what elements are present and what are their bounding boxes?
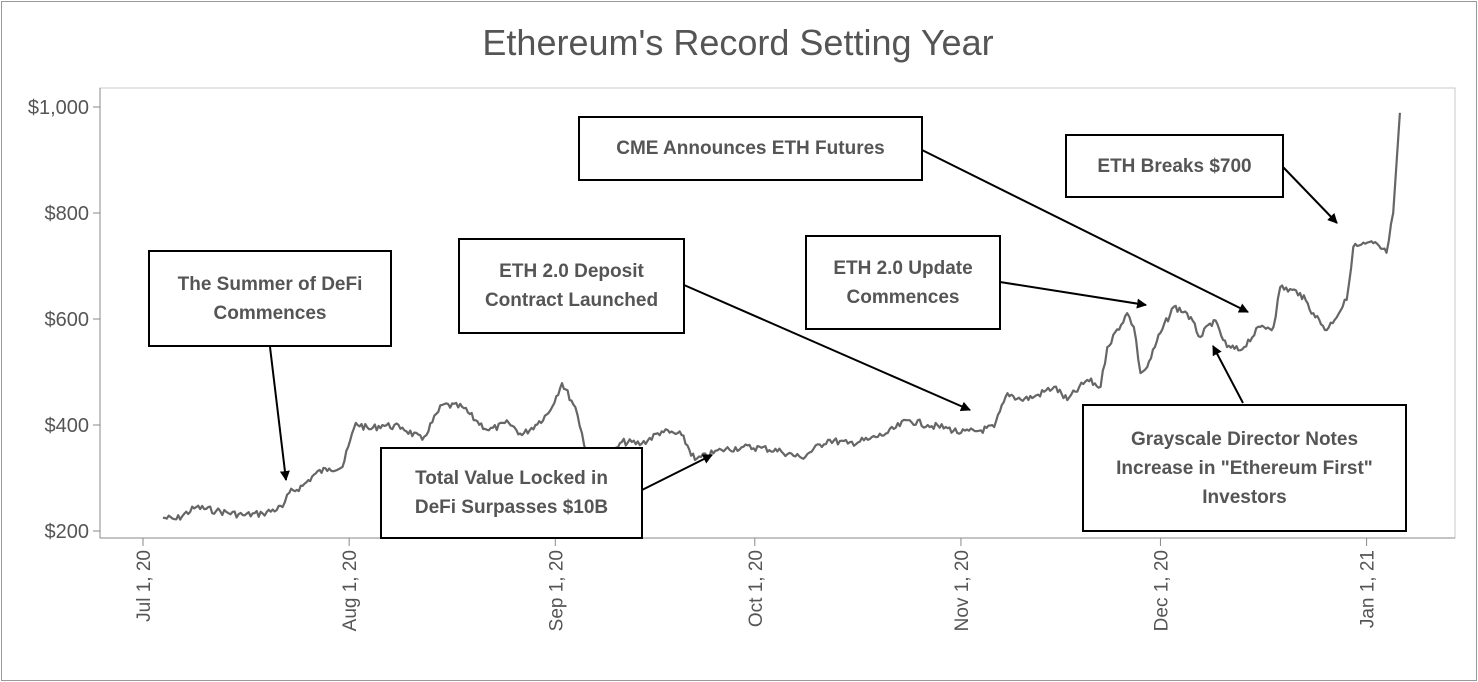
annotation-tvl: Total Value Locked in DeFi Surpasses $10… [380, 447, 643, 539]
x-tick-label: Dec 1, 20 [1151, 550, 1172, 631]
arrow-summer [269, 346, 290, 481]
price-line [162, 112, 1401, 521]
y-tick-label: $600 [45, 309, 90, 331]
arrow-cme [921, 149, 1249, 313]
arrow-deposit [683, 284, 971, 411]
arrow-update [999, 281, 1147, 309]
annotation-deposit: ETH 2.0 Deposit Contract Launched [458, 238, 685, 334]
x-tick-label: Oct 1, 20 [746, 550, 767, 627]
y-tick-label: $800 [45, 203, 90, 225]
x-tick-label: Sep 1, 20 [546, 550, 567, 631]
x-tick-label: Nov 1, 20 [952, 550, 973, 631]
x-tick-label: Jan 1, 21 [1358, 550, 1379, 628]
y-tick-label: $200 [45, 521, 90, 543]
chart-title: Ethereum's Record Setting Year [482, 22, 993, 63]
arrow-tvl [641, 454, 713, 491]
y-tick-label: $400 [45, 415, 90, 437]
annotation-break700: ETH Breaks $700 [1065, 134, 1284, 198]
arrow-grayscale [1212, 345, 1244, 404]
x-tick-label: Jul 1, 20 [134, 550, 155, 622]
annotation-cme: CME Announces ETH Futures [578, 116, 923, 181]
x-tick-label: Aug 1, 20 [340, 550, 361, 631]
annotation-summer: The Summer of DeFi Commences [148, 250, 392, 347]
annotation-update: ETH 2.0 Update Commences [805, 235, 1001, 330]
annotation-grayscale: Grayscale Director Notes Increase in "Et… [1082, 404, 1407, 532]
annotation-arrows [269, 149, 1338, 491]
arrow-break700 [1282, 166, 1338, 224]
y-tick-label: $1,000 [28, 97, 89, 119]
